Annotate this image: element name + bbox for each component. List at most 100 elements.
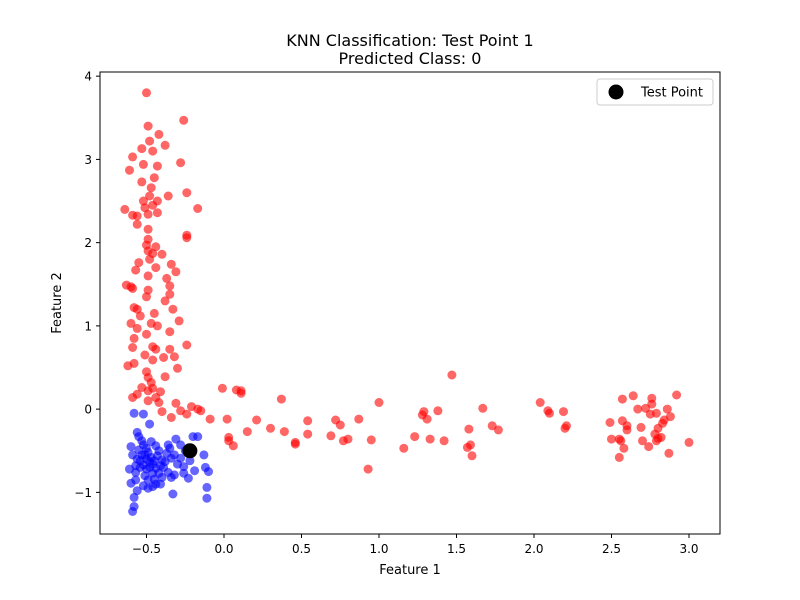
- red-class-point: [419, 407, 429, 417]
- red-class-point: [664, 448, 674, 458]
- red-class-point: [236, 386, 246, 396]
- red-class-point: [142, 329, 151, 339]
- blue-class-point: [138, 409, 148, 419]
- red-class-point: [196, 406, 206, 416]
- red-class-point: [447, 370, 457, 380]
- red-class-point: [425, 434, 435, 444]
- red-class-point: [433, 406, 443, 416]
- blue-class-point: [143, 475, 153, 485]
- blue-class-point: [188, 432, 198, 442]
- red-class-point: [157, 249, 167, 259]
- y-tick-label: 4: [84, 70, 92, 84]
- y-tick-label: 3: [84, 153, 92, 167]
- red-class-point: [151, 344, 161, 354]
- red-class-point: [672, 390, 682, 400]
- red-class-point: [617, 394, 627, 404]
- red-class-point: [205, 414, 215, 424]
- red-class-point: [146, 183, 156, 193]
- red-class-point: [545, 408, 554, 418]
- blue-class-point: [146, 437, 156, 447]
- blue-class-point: [202, 482, 212, 492]
- red-class-point: [148, 146, 158, 156]
- blue-class-point: [185, 456, 195, 466]
- red-class-point: [145, 191, 155, 201]
- red-class-point: [163, 191, 173, 201]
- blue-class-point: [129, 408, 139, 418]
- red-class-point: [366, 435, 376, 445]
- red-class-point: [154, 129, 164, 139]
- blue-class-point: [132, 486, 142, 496]
- red-class-point: [171, 267, 181, 277]
- red-class-point: [619, 443, 629, 453]
- blue-class-point: [140, 450, 150, 460]
- y-tick-label: −1: [74, 486, 92, 500]
- red-class-point: [145, 254, 155, 264]
- red-class-point: [174, 316, 184, 326]
- red-class-point: [148, 355, 158, 365]
- red-class-point: [168, 304, 178, 314]
- red-class-point: [152, 208, 162, 218]
- red-class-point: [128, 343, 138, 352]
- blue-class-point: [131, 461, 141, 471]
- blue-class-point: [168, 489, 178, 499]
- blue-class-point: [157, 472, 167, 482]
- red-class-point: [303, 429, 313, 439]
- x-tick-label: −0.5: [132, 542, 161, 556]
- blue-class-point: [171, 434, 181, 444]
- blue-class-point: [129, 502, 139, 511]
- red-class-point: [290, 439, 300, 449]
- blue-class-point: [166, 453, 176, 463]
- red-class-point: [137, 177, 147, 187]
- red-class-point: [616, 436, 626, 446]
- red-class-point: [651, 408, 661, 418]
- red-class-point: [151, 242, 161, 252]
- blue-class-point: [163, 440, 173, 450]
- red-class-point: [684, 437, 694, 447]
- blue-class-point: [128, 450, 138, 460]
- plot-frame: [99, 71, 721, 535]
- x-tick-label: 2.5: [602, 542, 621, 556]
- red-class-point: [157, 407, 167, 417]
- red-class-point: [399, 443, 409, 453]
- red-class-point: [478, 403, 488, 413]
- x-tick-label: 0.5: [292, 542, 311, 556]
- blue-class-point: [149, 456, 159, 466]
- x-tick-label: 2.0: [524, 542, 543, 556]
- red-class-point: [149, 308, 159, 318]
- x-axis-label: Feature 1: [379, 563, 441, 578]
- red-class-point: [252, 415, 262, 425]
- red-class-point: [193, 204, 203, 213]
- y-tick-label: 2: [84, 236, 92, 250]
- red-class-point: [636, 422, 646, 432]
- red-class-point: [466, 440, 475, 450]
- red-class-point: [134, 258, 144, 268]
- red-class-point: [354, 414, 364, 424]
- red-class-point: [266, 423, 275, 433]
- red-class-point: [148, 383, 158, 393]
- legend-box: [596, 78, 714, 106]
- red-class-point: [622, 421, 632, 431]
- red-class-point: [633, 404, 643, 414]
- chart-subtitle: Predicted Class: 0: [339, 49, 482, 68]
- blue-class-point: [183, 473, 193, 483]
- red-class-point: [143, 209, 153, 219]
- blue-class-point: [132, 427, 142, 437]
- red-class-point: [614, 452, 624, 462]
- blue-class-point: [129, 492, 139, 502]
- red-class-point: [173, 363, 182, 373]
- red-class-point: [182, 233, 192, 243]
- blue-class-point: [199, 450, 209, 460]
- red-class-point: [151, 263, 161, 273]
- red-class-point: [131, 265, 141, 275]
- blue-class-point: [190, 466, 200, 476]
- red-class-point: [138, 196, 148, 206]
- red-class-point: [165, 289, 175, 299]
- red-class-point: [628, 391, 638, 401]
- blue-class-point: [131, 475, 141, 485]
- red-class-point: [228, 441, 238, 451]
- red-class-point: [171, 398, 181, 408]
- blue-class-point: [126, 442, 136, 452]
- axis-ticks: −0.5 0.0 0.5 1.0 1.5 2.0 2.5 3.0 −1 0 1 2 3 4: [74, 70, 698, 556]
- red-class-point: [276, 394, 286, 404]
- red-class-point: [142, 88, 151, 98]
